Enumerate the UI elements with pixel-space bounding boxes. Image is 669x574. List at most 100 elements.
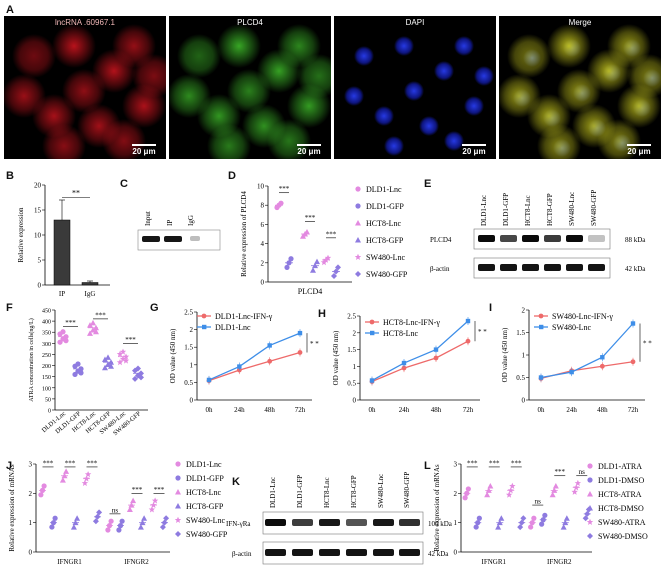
micrograph-3: DAPI 20 μm bbox=[334, 16, 496, 159]
legend-marker bbox=[487, 483, 494, 489]
panel-label-g: G bbox=[150, 302, 159, 314]
y-tick-label: 150 bbox=[42, 375, 51, 381]
legend-marker bbox=[563, 515, 570, 521]
y-tick-label: 100 bbox=[42, 386, 51, 392]
legend-marker bbox=[92, 518, 99, 525]
legend-label: SW480-GFP bbox=[186, 530, 228, 539]
y-tick-label: 2.5 bbox=[184, 309, 193, 317]
legend-marker bbox=[87, 330, 93, 336]
y-axis-label: Relative expression of mRNAs bbox=[433, 464, 441, 552]
legend-marker bbox=[587, 477, 593, 483]
y-tick-label: 15 bbox=[34, 207, 42, 215]
y-tick-label: 3 bbox=[454, 461, 458, 469]
legend-marker bbox=[175, 489, 181, 495]
blot-lane-label: DLD1-GFP bbox=[296, 475, 304, 508]
blot-lane-label: IP bbox=[166, 220, 174, 226]
blot-band bbox=[588, 235, 605, 242]
legend-marker bbox=[587, 533, 593, 539]
legend-marker bbox=[137, 524, 144, 530]
x-tick-label: 48h bbox=[431, 406, 442, 414]
blot-band bbox=[346, 519, 367, 526]
legend-marker bbox=[163, 515, 170, 522]
blot-row-label: β-actin bbox=[430, 265, 450, 273]
y-tick-label: 2.5 bbox=[347, 313, 356, 321]
y-tick-label: 300 bbox=[42, 342, 51, 348]
legend-marker bbox=[105, 361, 111, 367]
legend-marker bbox=[132, 375, 138, 382]
significance-mark: ** bbox=[72, 189, 80, 198]
bar bbox=[53, 219, 71, 286]
x-tick-label: 24h bbox=[399, 406, 410, 414]
legend-marker bbox=[130, 497, 137, 504]
legend-marker bbox=[476, 515, 482, 521]
legend-label: SW480-Lnc bbox=[366, 253, 406, 262]
legend-marker bbox=[587, 491, 593, 497]
x-tick-label: 0h bbox=[206, 406, 214, 414]
y-tick-label: 350 bbox=[42, 331, 51, 337]
series-line bbox=[540, 323, 634, 379]
legend-label: DLD1-DMSO bbox=[598, 476, 644, 485]
legend-marker bbox=[72, 371, 78, 378]
legend-marker bbox=[354, 253, 362, 260]
legend-marker bbox=[310, 267, 316, 273]
legend-label: DLD1-Lnc bbox=[366, 185, 402, 194]
blot-band bbox=[566, 235, 583, 242]
y-tick-label: 1.5 bbox=[347, 346, 356, 354]
blot-lane-label: HCT8-GFP bbox=[546, 193, 554, 226]
blot-lane-label: SW480-Lnc bbox=[568, 192, 576, 226]
legend-marker bbox=[63, 468, 70, 474]
blot-band bbox=[292, 519, 313, 526]
y-axis-label: OD value (450 nm) bbox=[332, 330, 340, 385]
y-tick-label: 2 bbox=[261, 259, 265, 267]
x-tick-label: 0h bbox=[369, 406, 377, 414]
legend-marker bbox=[135, 365, 141, 372]
blot-lane-label: Input bbox=[144, 211, 152, 226]
legend-marker bbox=[102, 364, 108, 371]
blot-band bbox=[265, 519, 286, 526]
legend-marker bbox=[116, 359, 124, 366]
legend-marker bbox=[105, 354, 111, 360]
legend-marker bbox=[84, 471, 92, 478]
micrograph-2: PLCD4 20 μm bbox=[169, 16, 331, 159]
blot-frame bbox=[473, 257, 611, 279]
legend-marker bbox=[38, 492, 44, 498]
x-tick-label: IgG bbox=[85, 290, 96, 298]
legend-marker bbox=[335, 264, 341, 271]
legend-marker bbox=[355, 271, 361, 277]
significance-mark: * * bbox=[310, 340, 319, 348]
y-tick-label: 0.5 bbox=[347, 380, 356, 388]
blot-band bbox=[319, 549, 340, 556]
blot-band bbox=[142, 236, 160, 242]
y-tick-label: 450 bbox=[42, 309, 51, 315]
blot-band bbox=[588, 264, 605, 271]
legend-label: SW480-Lnc-IFN-γ bbox=[552, 312, 613, 321]
legend-marker bbox=[49, 524, 55, 530]
legend-marker bbox=[141, 515, 148, 521]
legend-marker bbox=[52, 515, 58, 521]
legend-marker bbox=[473, 524, 479, 530]
y-tick-label: 2 bbox=[190, 326, 194, 334]
blot-size-label: 88 kDa bbox=[625, 236, 646, 244]
blot-lane-label: SW480-GFP bbox=[590, 190, 598, 226]
bar bbox=[81, 282, 99, 286]
significance-mark: ns bbox=[579, 468, 586, 476]
panel-label-i: I bbox=[489, 302, 493, 314]
blot-size-label: 42 kDa bbox=[428, 550, 449, 558]
legend-marker bbox=[560, 524, 567, 530]
blot-band bbox=[346, 549, 367, 556]
y-tick-label: 20 bbox=[34, 182, 42, 190]
legend-marker bbox=[528, 524, 534, 530]
legend-marker bbox=[102, 356, 108, 363]
micrograph-title: lncRNA .60967.1 bbox=[54, 18, 116, 27]
blot-lane-label: DLD1-GFP bbox=[502, 193, 510, 226]
y-tick-label: 2 bbox=[522, 307, 526, 315]
legend-marker bbox=[81, 479, 89, 487]
blot-lane-label: DLD1-Lnc bbox=[269, 477, 277, 508]
x-tick-label: 48h bbox=[597, 406, 608, 414]
blot-lane-label: IgG bbox=[187, 215, 195, 226]
legend-marker bbox=[116, 527, 122, 533]
legend-marker bbox=[93, 328, 99, 335]
y-tick-label: 0 bbox=[190, 397, 194, 405]
x-tick-label: IFNGR2 bbox=[124, 558, 149, 566]
legend-marker bbox=[465, 486, 471, 492]
